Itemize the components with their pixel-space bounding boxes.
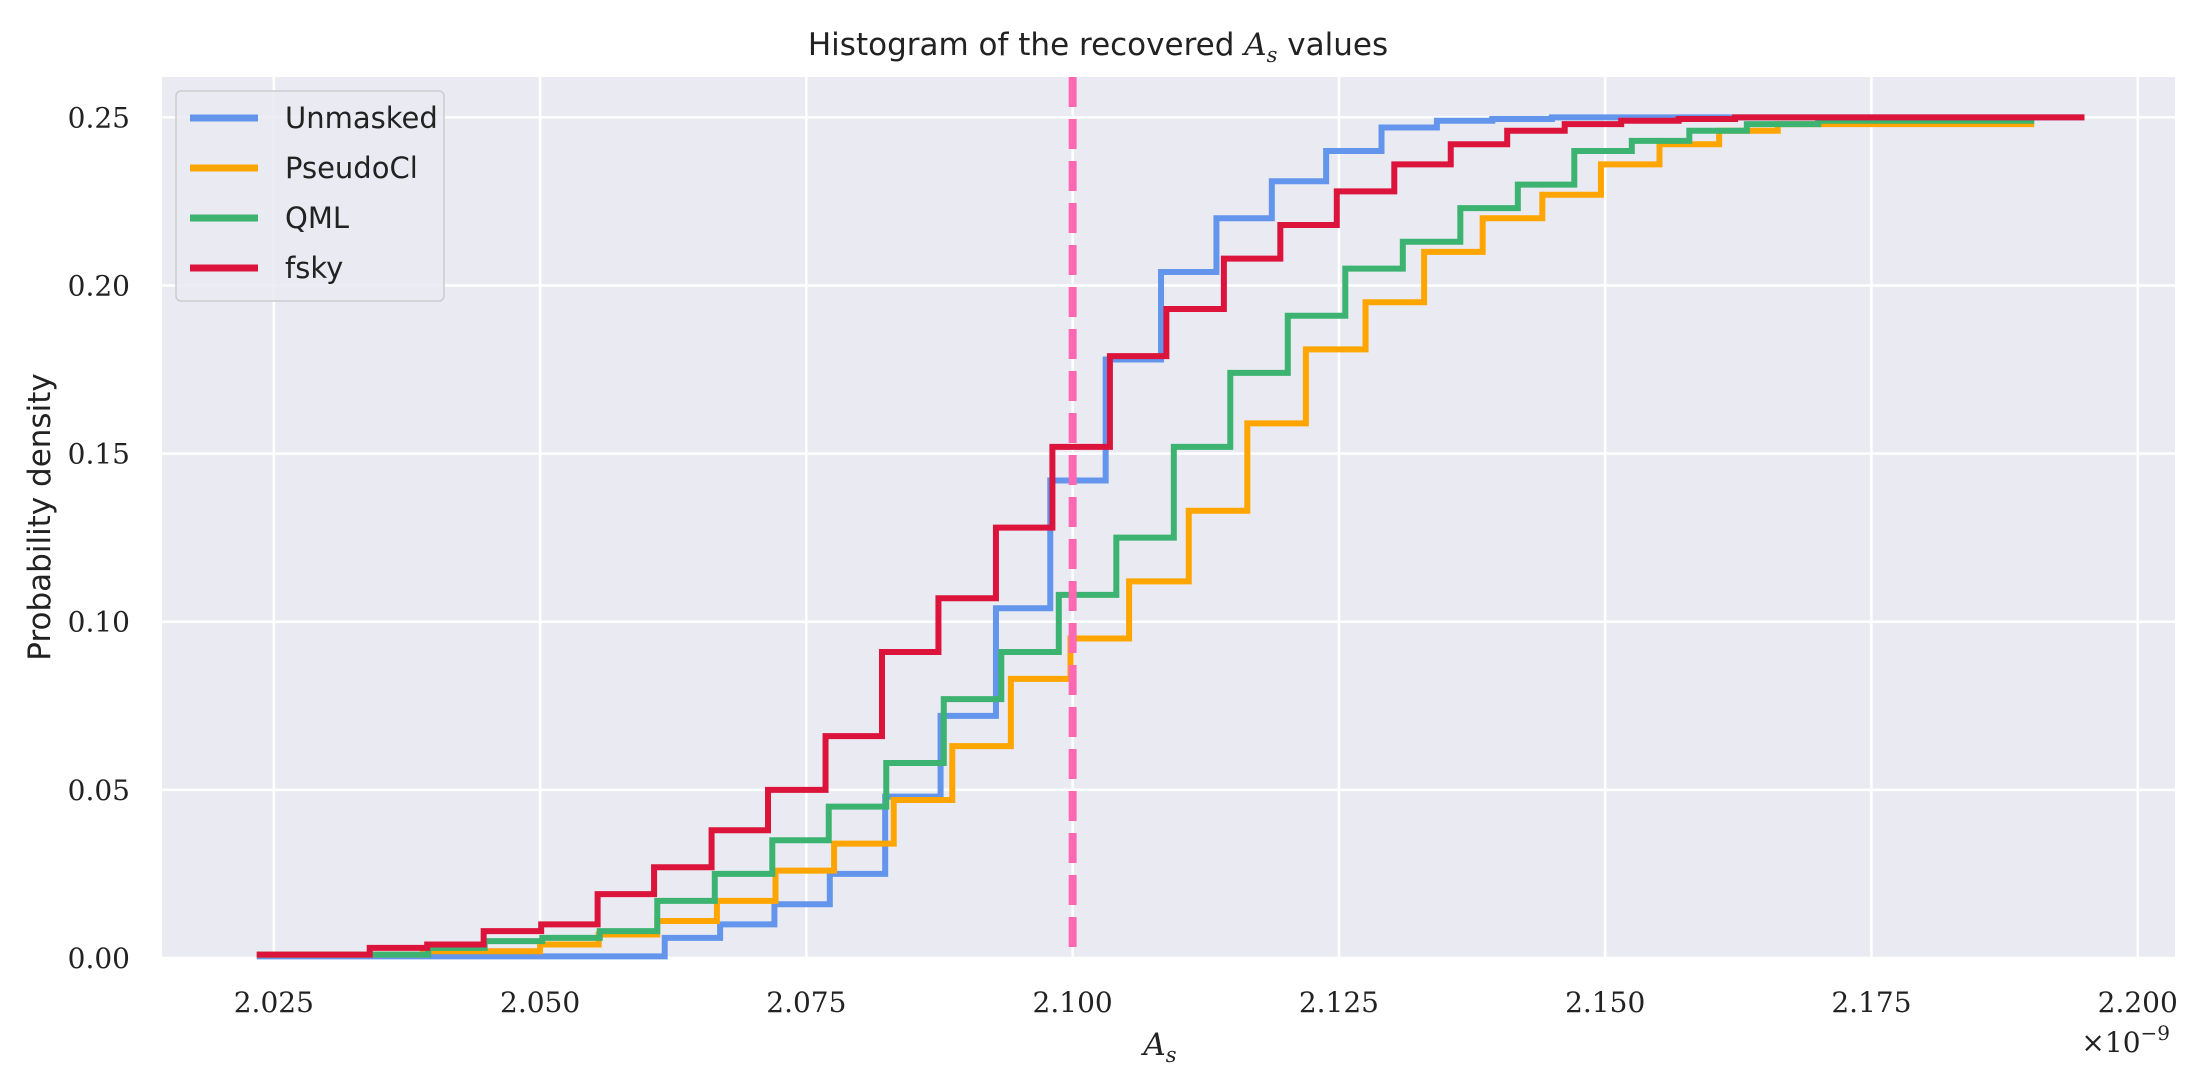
x-tick-label: 2.075 bbox=[766, 986, 846, 1019]
x-tick-label: 2.025 bbox=[234, 986, 314, 1019]
y-tick-label: 0.05 bbox=[68, 774, 130, 807]
y-tick-label: 0.15 bbox=[68, 438, 130, 471]
y-axis-label: Probability density bbox=[22, 373, 58, 660]
y-tick-label: 0.25 bbox=[68, 101, 130, 134]
y-tick-labels: 0.00 0.05 0.10 0.15 0.20 0.25 bbox=[68, 101, 130, 975]
x-tick-label: 2.125 bbox=[1299, 986, 1379, 1019]
series-line-unmasked bbox=[256, 114, 2085, 960]
legend-label-unmasked: Unmasked bbox=[285, 101, 438, 135]
x-tick-label: 2.150 bbox=[1565, 986, 1645, 1019]
y-tick-label: 0.20 bbox=[68, 269, 130, 302]
x-tick-label: 2.200 bbox=[2098, 986, 2178, 1019]
series-line-qml bbox=[256, 117, 2035, 958]
x-tick-label: 2.175 bbox=[1831, 986, 1911, 1019]
legend-label-qml: QML bbox=[285, 201, 349, 235]
legend: Unmasked PseudoCl QML fsky bbox=[175, 90, 445, 302]
x-tick-label: 2.100 bbox=[1033, 986, 1113, 1019]
plot-area bbox=[162, 77, 2175, 960]
series-line-fsky bbox=[256, 114, 2085, 958]
chart-title: Histogram of the recovered As values bbox=[808, 27, 1388, 67]
legend-label-fsky: fsky bbox=[285, 251, 343, 285]
y-tick-label: 0.10 bbox=[68, 606, 130, 639]
x-tick-label: 2.050 bbox=[500, 986, 580, 1019]
y-tick-label: 0.00 bbox=[68, 942, 130, 975]
legend-label-pseudocl: PseudoCl bbox=[285, 151, 418, 185]
x-offset-label: ×10−9 bbox=[2081, 1021, 2170, 1059]
x-tick-labels: 2.025 2.050 2.075 2.100 2.125 2.150 2.175 2.200 bbox=[234, 986, 2178, 1019]
series-layer bbox=[256, 114, 2085, 960]
legend-box bbox=[175, 90, 445, 302]
plot-background bbox=[162, 77, 2175, 958]
x-axis-label: As bbox=[1140, 1027, 1176, 1067]
